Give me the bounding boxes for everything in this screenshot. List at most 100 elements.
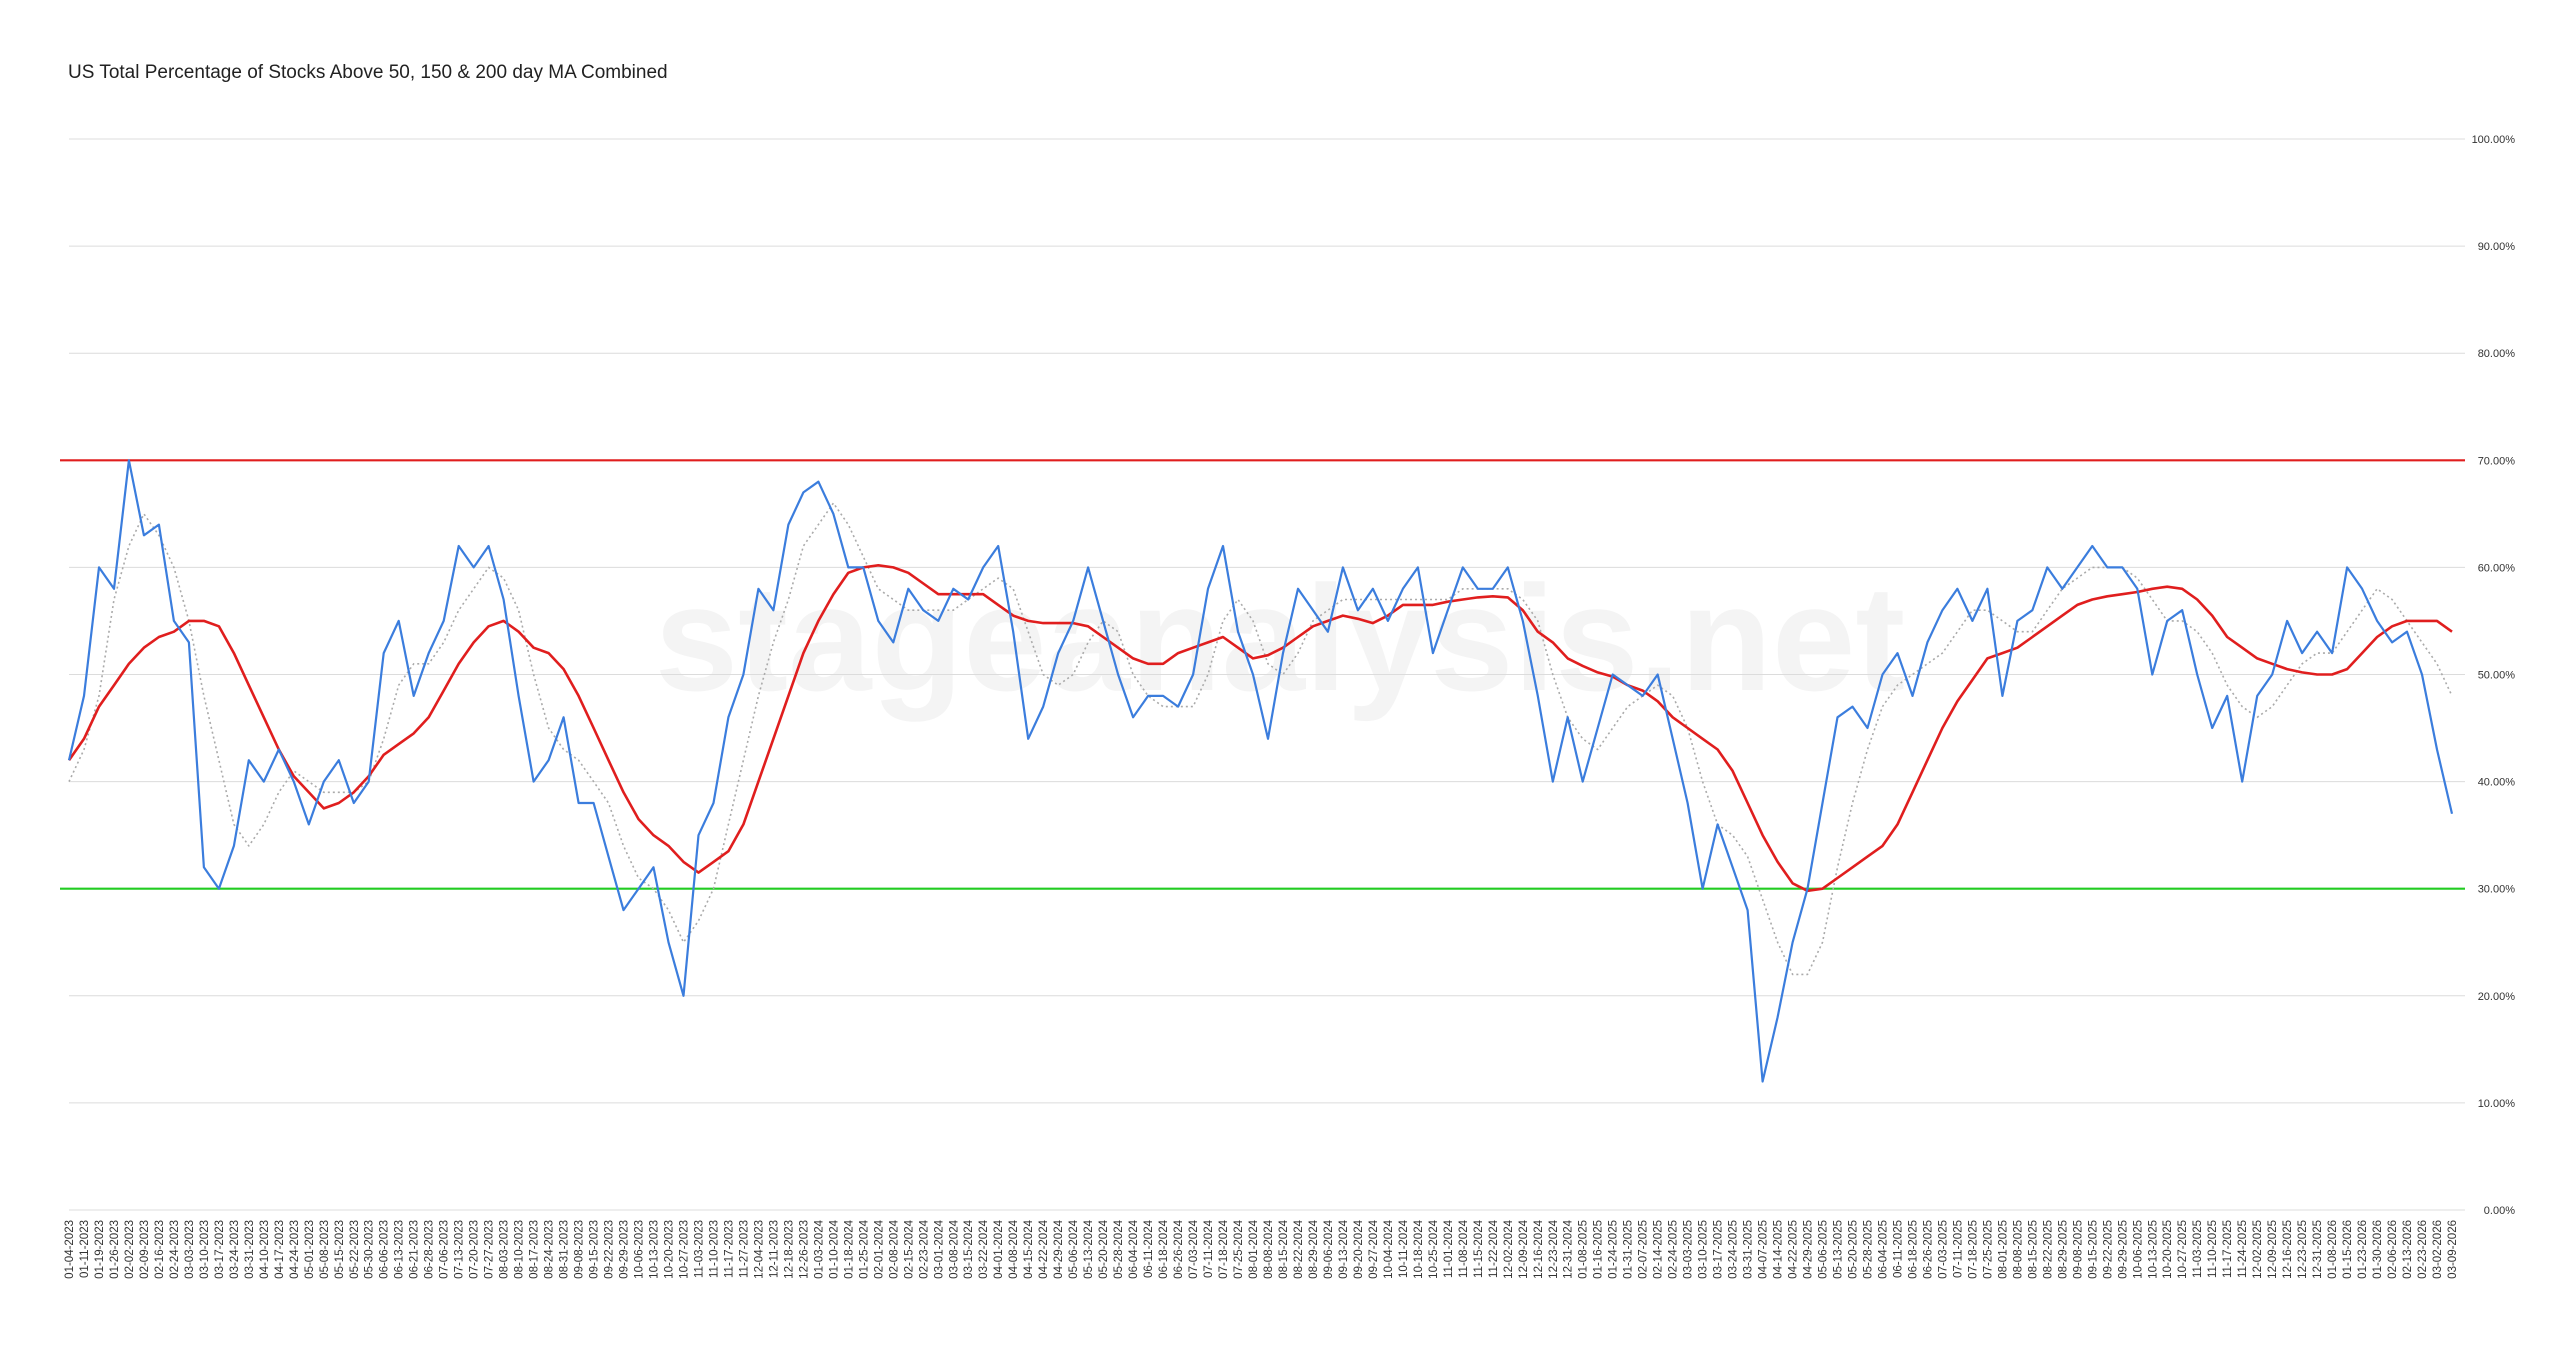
x-tick-label: 11-10-2025 <box>2207 1220 2219 1278</box>
y-tick-label: 100.00% <box>2472 134 2516 146</box>
x-tick-label: 03-01-2024 <box>933 1219 945 1278</box>
x-tick-label: 08-24-2023 <box>544 1220 556 1279</box>
x-tick-label: 05-13-2024 <box>1083 1219 1095 1278</box>
x-tick-label: 11-01-2024 <box>1443 1219 1455 1278</box>
x-tick-label: 12-02-2025 <box>2252 1220 2264 1279</box>
x-tick-label: 01-16-2025 <box>1593 1220 1605 1279</box>
y-tick-label: 60.00% <box>2478 562 2516 574</box>
x-tick-label: 12-31-2025 <box>2312 1220 2324 1279</box>
x-tick-label: 03-10-2023 <box>199 1220 211 1279</box>
x-tick-label: 05-22-2023 <box>349 1220 361 1279</box>
x-tick-label: 07-25-2025 <box>1982 1220 1994 1279</box>
x-tick-label: 06-26-2025 <box>1922 1220 1934 1279</box>
x-tick-label: 03-03-2025 <box>1683 1220 1695 1279</box>
x-tick-label: 02-14-2025 <box>1653 1220 1665 1279</box>
x-tick-label: 10-13-2023 <box>649 1220 661 1279</box>
series-line <box>68 502 2453 976</box>
x-tick-label: 01-18-2024 <box>843 1219 855 1278</box>
x-tick-label: 04-15-2024 <box>1023 1219 1035 1278</box>
x-tick-label: 01-26-2023 <box>109 1220 121 1279</box>
x-tick-label: 08-22-2024 <box>1293 1219 1305 1278</box>
y-tick-label: 80.00% <box>2478 348 2516 360</box>
x-tick-label: 05-15-2023 <box>334 1220 346 1279</box>
x-tick-label: 07-11-2025 <box>1952 1220 1964 1278</box>
x-tick-label: 04-29-2024 <box>1053 1219 1065 1278</box>
x-tick-label: 10-13-2025 <box>2147 1220 2159 1279</box>
x-tick-label: 10-27-2023 <box>678 1220 690 1279</box>
x-tick-label: 02-02-2023 <box>124 1220 136 1279</box>
x-tick-label: 07-13-2023 <box>454 1220 466 1279</box>
x-tick-label: 06-18-2024 <box>1158 1219 1170 1278</box>
x-tick-label: 04-07-2025 <box>1758 1220 1770 1279</box>
x-tick-label: 10-04-2024 <box>1383 1219 1395 1278</box>
x-tick-label: 03-17-2025 <box>1713 1220 1725 1279</box>
chart-title: US Total Percentage of Stocks Above 50, … <box>68 62 668 83</box>
x-tick-label: 10-20-2025 <box>2162 1220 2174 1279</box>
x-tick-label: 03-31-2023 <box>244 1220 256 1279</box>
x-tick-label: 01-25-2024 <box>858 1219 870 1278</box>
x-tick-label: 06-13-2023 <box>394 1220 406 1279</box>
x-tick-label: 05-06-2025 <box>1818 1220 1830 1279</box>
x-tick-label: 09-06-2024 <box>1323 1219 1335 1278</box>
x-tick-label: 08-29-2024 <box>1308 1219 1320 1278</box>
x-tick-label: 02-09-2023 <box>139 1220 151 1279</box>
x-tick-label: 07-25-2024 <box>1233 1219 1245 1278</box>
x-tick-label: 08-01-2025 <box>1997 1220 2009 1279</box>
x-tick-label: 02-24-2025 <box>1668 1220 1680 1279</box>
x-tick-label: 02-08-2024 <box>888 1219 900 1278</box>
x-tick-label: 07-27-2023 <box>484 1220 496 1279</box>
x-tick-label: 06-11-2025 <box>1892 1220 1904 1278</box>
x-tick-label: 03-08-2024 <box>948 1219 960 1278</box>
x-tick-label: 12-26-2023 <box>798 1220 810 1279</box>
x-tick-label: 09-22-2025 <box>2102 1220 2114 1279</box>
x-tick-label: 02-16-2023 <box>154 1220 166 1279</box>
x-tick-label: 10-25-2024 <box>1428 1219 1440 1278</box>
x-tick-label: 06-28-2023 <box>424 1220 436 1279</box>
x-tick-label: 05-20-2024 <box>1098 1219 1110 1278</box>
x-tick-label: 12-11-2023 <box>768 1220 780 1278</box>
series-line <box>67 459 2454 1083</box>
y-tick-label: 20.00% <box>2478 991 2516 1003</box>
x-tick-label: 09-08-2023 <box>574 1220 586 1279</box>
x-tick-label: 03-24-2025 <box>1728 1220 1740 1279</box>
x-tick-label: 09-27-2024 <box>1368 1219 1380 1278</box>
x-tick-label: 02-15-2024 <box>903 1219 915 1278</box>
x-tick-label: 08-17-2023 <box>529 1220 541 1279</box>
y-tick-label: 10.00% <box>2478 1098 2516 1110</box>
x-tick-label: 06-21-2023 <box>409 1220 421 1279</box>
x-tick-label: 12-09-2024 <box>1518 1219 1530 1278</box>
x-tick-label: 11-22-2024 <box>1488 1219 1500 1278</box>
x-tick-label: 03-22-2024 <box>978 1219 990 1278</box>
x-tick-label: 05-13-2025 <box>1833 1220 1845 1279</box>
x-tick-label: 02-23-2026 <box>2417 1220 2429 1279</box>
x-tick-label: 02-23-2024 <box>918 1219 930 1278</box>
x-tick-label: 12-02-2024 <box>1503 1219 1515 1278</box>
x-tick-label: 05-08-2023 <box>319 1220 331 1279</box>
x-tick-label: 09-29-2025 <box>2117 1220 2129 1279</box>
x-tick-label: 03-31-2025 <box>1743 1220 1755 1279</box>
y-tick-label: 0.00% <box>2484 1205 2515 1217</box>
x-tick-label: 10-27-2025 <box>2177 1220 2189 1279</box>
x-tick-label: 11-27-2023 <box>738 1220 750 1278</box>
x-tick-label: 12-09-2025 <box>2267 1220 2279 1279</box>
x-tick-label: 01-19-2023 <box>94 1220 106 1279</box>
x-tick-label: 12-18-2023 <box>783 1220 795 1279</box>
x-tick-label: 06-04-2024 <box>1128 1219 1140 1278</box>
x-tick-label: 04-22-2025 <box>1788 1220 1800 1279</box>
x-tick-label: 01-04-2023 <box>64 1220 76 1279</box>
x-tick-label: 01-24-2025 <box>1608 1220 1620 1279</box>
x-tick-label: 07-06-2023 <box>439 1220 451 1279</box>
x-tick-label: 05-30-2023 <box>364 1220 376 1279</box>
y-tick-label: 40.00% <box>2478 777 2516 789</box>
x-tick-label: 09-08-2025 <box>2072 1220 2084 1279</box>
x-tick-label: 06-26-2024 <box>1173 1219 1185 1278</box>
x-tick-label: 06-18-2025 <box>1907 1220 1919 1279</box>
x-tick-label: 07-11-2024 <box>1203 1219 1215 1278</box>
x-tick-label: 08-29-2025 <box>2057 1220 2069 1279</box>
x-tick-label: 09-15-2025 <box>2087 1220 2099 1279</box>
y-tick-label: 70.00% <box>2478 455 2516 467</box>
x-tick-label: 01-03-2024 <box>813 1219 825 1278</box>
x-tick-label: 01-10-2024 <box>828 1219 840 1278</box>
x-tick-label: 08-08-2024 <box>1263 1219 1275 1278</box>
